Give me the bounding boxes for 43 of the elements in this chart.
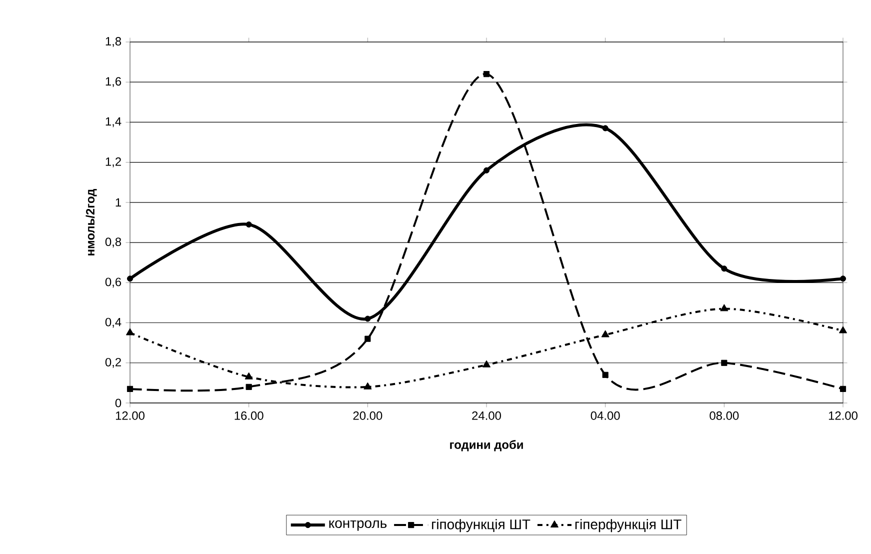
x-tick-label: 20.00 <box>353 411 382 420</box>
point <box>601 330 610 338</box>
legend-label: контроль <box>329 520 387 531</box>
point <box>602 372 608 378</box>
y-tick-label: 0,4 <box>105 318 122 328</box>
legend-label: гіпофункція ШТ <box>432 519 530 532</box>
y-tick-label: 1,4 <box>106 117 122 128</box>
y-axis-title: нмоль/2год <box>86 189 97 256</box>
point <box>364 316 371 322</box>
y-tick-label: 0 <box>115 398 122 408</box>
x-tick-label: 12.00 <box>116 411 144 420</box>
x-axis-title: години доби <box>450 440 523 452</box>
y-tick-label: 0,2 <box>105 358 121 368</box>
point <box>483 71 490 78</box>
point <box>244 372 253 380</box>
y-tick-label: 0,6 <box>105 278 122 288</box>
point <box>721 266 728 272</box>
point <box>364 336 371 342</box>
point <box>840 386 846 392</box>
y-tick-label: 0,8 <box>105 238 122 248</box>
x-tick-label: 12.00 <box>828 411 858 420</box>
point <box>246 221 252 228</box>
point <box>602 125 608 132</box>
point <box>126 328 134 336</box>
legend-label: гіперфункція ШТ <box>575 519 682 532</box>
point <box>364 382 372 390</box>
x-tick-label: 16.00 <box>234 411 264 420</box>
x-tick-label: 04.00 <box>590 411 620 420</box>
point <box>720 304 728 312</box>
y-tick-label: 1,8 <box>106 37 122 47</box>
point <box>721 360 728 366</box>
x-tick-label: 24.00 <box>472 411 501 420</box>
point <box>840 276 846 282</box>
point <box>246 384 252 390</box>
point <box>482 360 491 368</box>
y-tick-label: 1,6 <box>106 77 122 88</box>
point <box>126 386 134 392</box>
point <box>126 276 134 282</box>
y-tick-label: 1 <box>116 198 121 207</box>
y-tick-label: 1,2 <box>106 157 121 168</box>
point <box>483 167 490 174</box>
point <box>838 326 848 334</box>
x-tick-label: 08.00 <box>710 411 739 420</box>
